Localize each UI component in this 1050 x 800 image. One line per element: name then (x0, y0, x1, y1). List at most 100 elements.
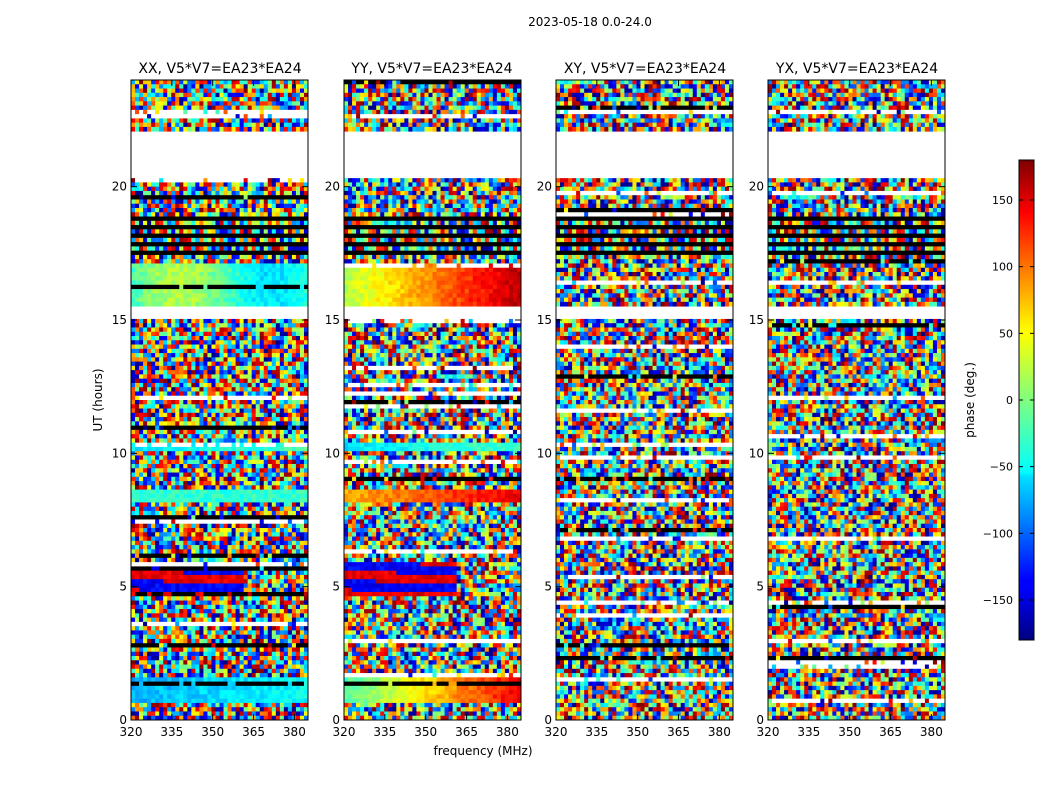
heatmap-cell (199, 519, 204, 525)
heatmap-cell (139, 212, 144, 217)
heatmap-cell (251, 297, 257, 303)
heatmap-cell (267, 80, 273, 85)
heatmap-cell (263, 421, 269, 426)
heatmap-cell (295, 182, 301, 188)
heatmap-cell (303, 596, 309, 601)
heatmap-cell (131, 566, 136, 572)
heatmap-cell (275, 190, 281, 196)
heatmap-cell (263, 109, 269, 115)
heatmap-cell (135, 199, 140, 205)
heatmap-cell (231, 476, 236, 482)
heatmap-cell (191, 242, 196, 247)
heatmap-cell (235, 464, 241, 469)
heatmap-cell (143, 515, 148, 520)
heatmap-cell (211, 276, 216, 281)
heatmap-cell (183, 609, 188, 614)
heatmap-cell (167, 246, 172, 252)
heatmap-cell (247, 592, 253, 597)
heatmap-cell (203, 208, 208, 213)
heatmap-cell (223, 498, 228, 503)
heatmap-cell (159, 417, 164, 422)
heatmap-cell (147, 434, 152, 439)
heatmap-cell (135, 216, 140, 222)
heatmap-cell (255, 583, 261, 589)
heatmap-cell (155, 553, 160, 559)
heatmap-cell (151, 263, 156, 269)
heatmap-cell (139, 506, 144, 512)
heatmap-cell (239, 528, 245, 533)
heatmap-cell (143, 80, 148, 85)
heatmap-cell (247, 126, 253, 132)
heatmap-cell (147, 400, 152, 405)
heatmap-cell (235, 549, 241, 554)
heatmap-cell (303, 344, 309, 350)
heatmap-cell (223, 284, 228, 290)
heatmap-cell (247, 557, 253, 563)
heatmap-cell (259, 455, 265, 461)
heatmap-cell (139, 289, 144, 294)
heatmap-cell (295, 532, 301, 537)
heatmap-cell (151, 126, 156, 132)
heatmap-cell (291, 485, 297, 490)
heatmap-cell (211, 459, 216, 465)
heatmap-cell (179, 404, 184, 409)
heatmap-cell (151, 391, 156, 397)
heatmap-cell (283, 242, 289, 247)
heatmap-cell (223, 225, 228, 230)
heatmap-cell (207, 604, 212, 610)
heatmap-cell (267, 101, 273, 106)
heatmap-cell (159, 229, 164, 234)
heatmap-cell (171, 425, 176, 431)
heatmap-cell (143, 451, 148, 456)
heatmap-cell (215, 331, 220, 337)
heatmap-cell (163, 506, 168, 512)
heatmap-cell (191, 126, 196, 132)
heatmap-cell (279, 331, 285, 337)
heatmap-cell (203, 284, 208, 290)
heatmap-cell (199, 254, 204, 260)
heatmap-cell (215, 297, 220, 303)
heatmap-cell (251, 336, 257, 341)
heatmap-cell (275, 208, 281, 213)
heatmap-cell (195, 621, 200, 627)
heatmap-cell (275, 600, 281, 606)
heatmap-cell (175, 259, 180, 264)
heatmap-cell (303, 109, 309, 115)
heatmap-cell (231, 395, 236, 401)
heatmap-cell (143, 370, 148, 375)
heatmap-cell (143, 182, 148, 188)
heatmap-cell (247, 481, 253, 486)
heatmap-cell (219, 105, 224, 111)
heatmap-cell (151, 459, 156, 465)
heatmap-cell (211, 553, 216, 559)
heatmap-cell (291, 412, 297, 418)
heatmap-cell (279, 421, 285, 426)
heatmap-cell (179, 489, 184, 495)
heatmap-cell (223, 442, 228, 448)
heatmap-cell (171, 84, 176, 89)
heatmap-cell (271, 259, 277, 264)
heatmap-cell (175, 225, 180, 230)
heatmap-cell (227, 472, 232, 478)
heatmap-cell (223, 199, 228, 205)
heatmap-cell (167, 417, 172, 422)
heatmap-cell (283, 216, 289, 222)
heatmap-cell (167, 208, 172, 213)
heatmap-cell (259, 570, 265, 576)
heatmap-cell (235, 592, 241, 597)
heatmap-cell (179, 528, 184, 533)
heatmap-cell (187, 425, 192, 431)
heatmap-cell (151, 455, 156, 461)
heatmap-cell (155, 400, 160, 405)
heatmap-cell (135, 220, 140, 226)
heatmap-cell (227, 122, 232, 128)
heatmap-cell (215, 429, 220, 435)
heatmap-cell (283, 566, 289, 572)
heatmap-cell (239, 327, 245, 333)
heatmap-cell (243, 429, 249, 435)
heatmap-cell (243, 293, 249, 298)
heatmap-cell (155, 493, 160, 499)
heatmap-cell (303, 284, 309, 290)
heatmap-cell (243, 365, 249, 371)
heatmap-cell (291, 549, 297, 554)
